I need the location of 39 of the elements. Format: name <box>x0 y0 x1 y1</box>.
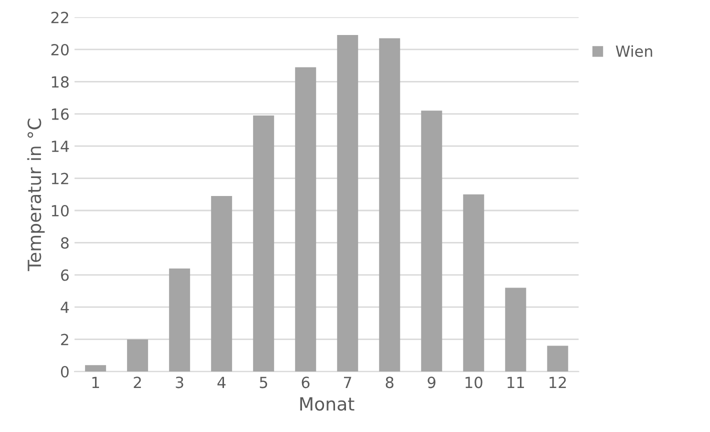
x-tick-label: 5 <box>260 376 268 388</box>
x-tick-label: 8 <box>386 376 394 388</box>
y-axis-title: Temperatur in °C <box>27 118 45 272</box>
y-tick-label: 4 <box>60 302 69 313</box>
bar <box>127 339 148 372</box>
y-tick-label: 18 <box>52 76 69 88</box>
x-tick-label: 6 <box>302 376 310 388</box>
bar <box>379 38 400 372</box>
y-tick-label: 6 <box>61 269 69 281</box>
bar <box>211 196 232 372</box>
x-tick-label: 4 <box>217 376 226 388</box>
bar <box>505 288 526 372</box>
x-tick-label: 1 <box>92 376 100 388</box>
x-tick-label: 7 <box>344 376 352 388</box>
y-tick-label: 22 <box>51 12 68 24</box>
bar <box>547 346 568 372</box>
bar <box>463 194 484 372</box>
x-tick-label: 3 <box>176 376 184 388</box>
y-tick-label: 12 <box>52 172 68 184</box>
bar <box>421 110 442 372</box>
y-tick-label: 20 <box>51 44 69 56</box>
legend-label: Wien <box>616 45 652 58</box>
bar <box>253 116 274 372</box>
bar <box>337 34 358 372</box>
y-tick-label: 8 <box>61 237 69 249</box>
x-tick-label: 9 <box>428 376 436 388</box>
x-tick-label: 12 <box>550 376 566 388</box>
x-tick-label: 11 <box>508 376 524 388</box>
bar <box>85 365 106 372</box>
y-tick-label: 16 <box>52 108 69 120</box>
y-tick-label: 2 <box>61 334 68 346</box>
x-tick-label: 10 <box>466 376 482 388</box>
x-tick-label: 2 <box>134 376 141 388</box>
y-tick-label: 0 <box>60 366 69 378</box>
x-axis-title: Monat <box>300 397 354 411</box>
y-tick-label: 10 <box>52 204 69 217</box>
y-tick-label: 14 <box>52 140 69 152</box>
bar <box>295 67 316 372</box>
bar <box>169 268 190 372</box>
